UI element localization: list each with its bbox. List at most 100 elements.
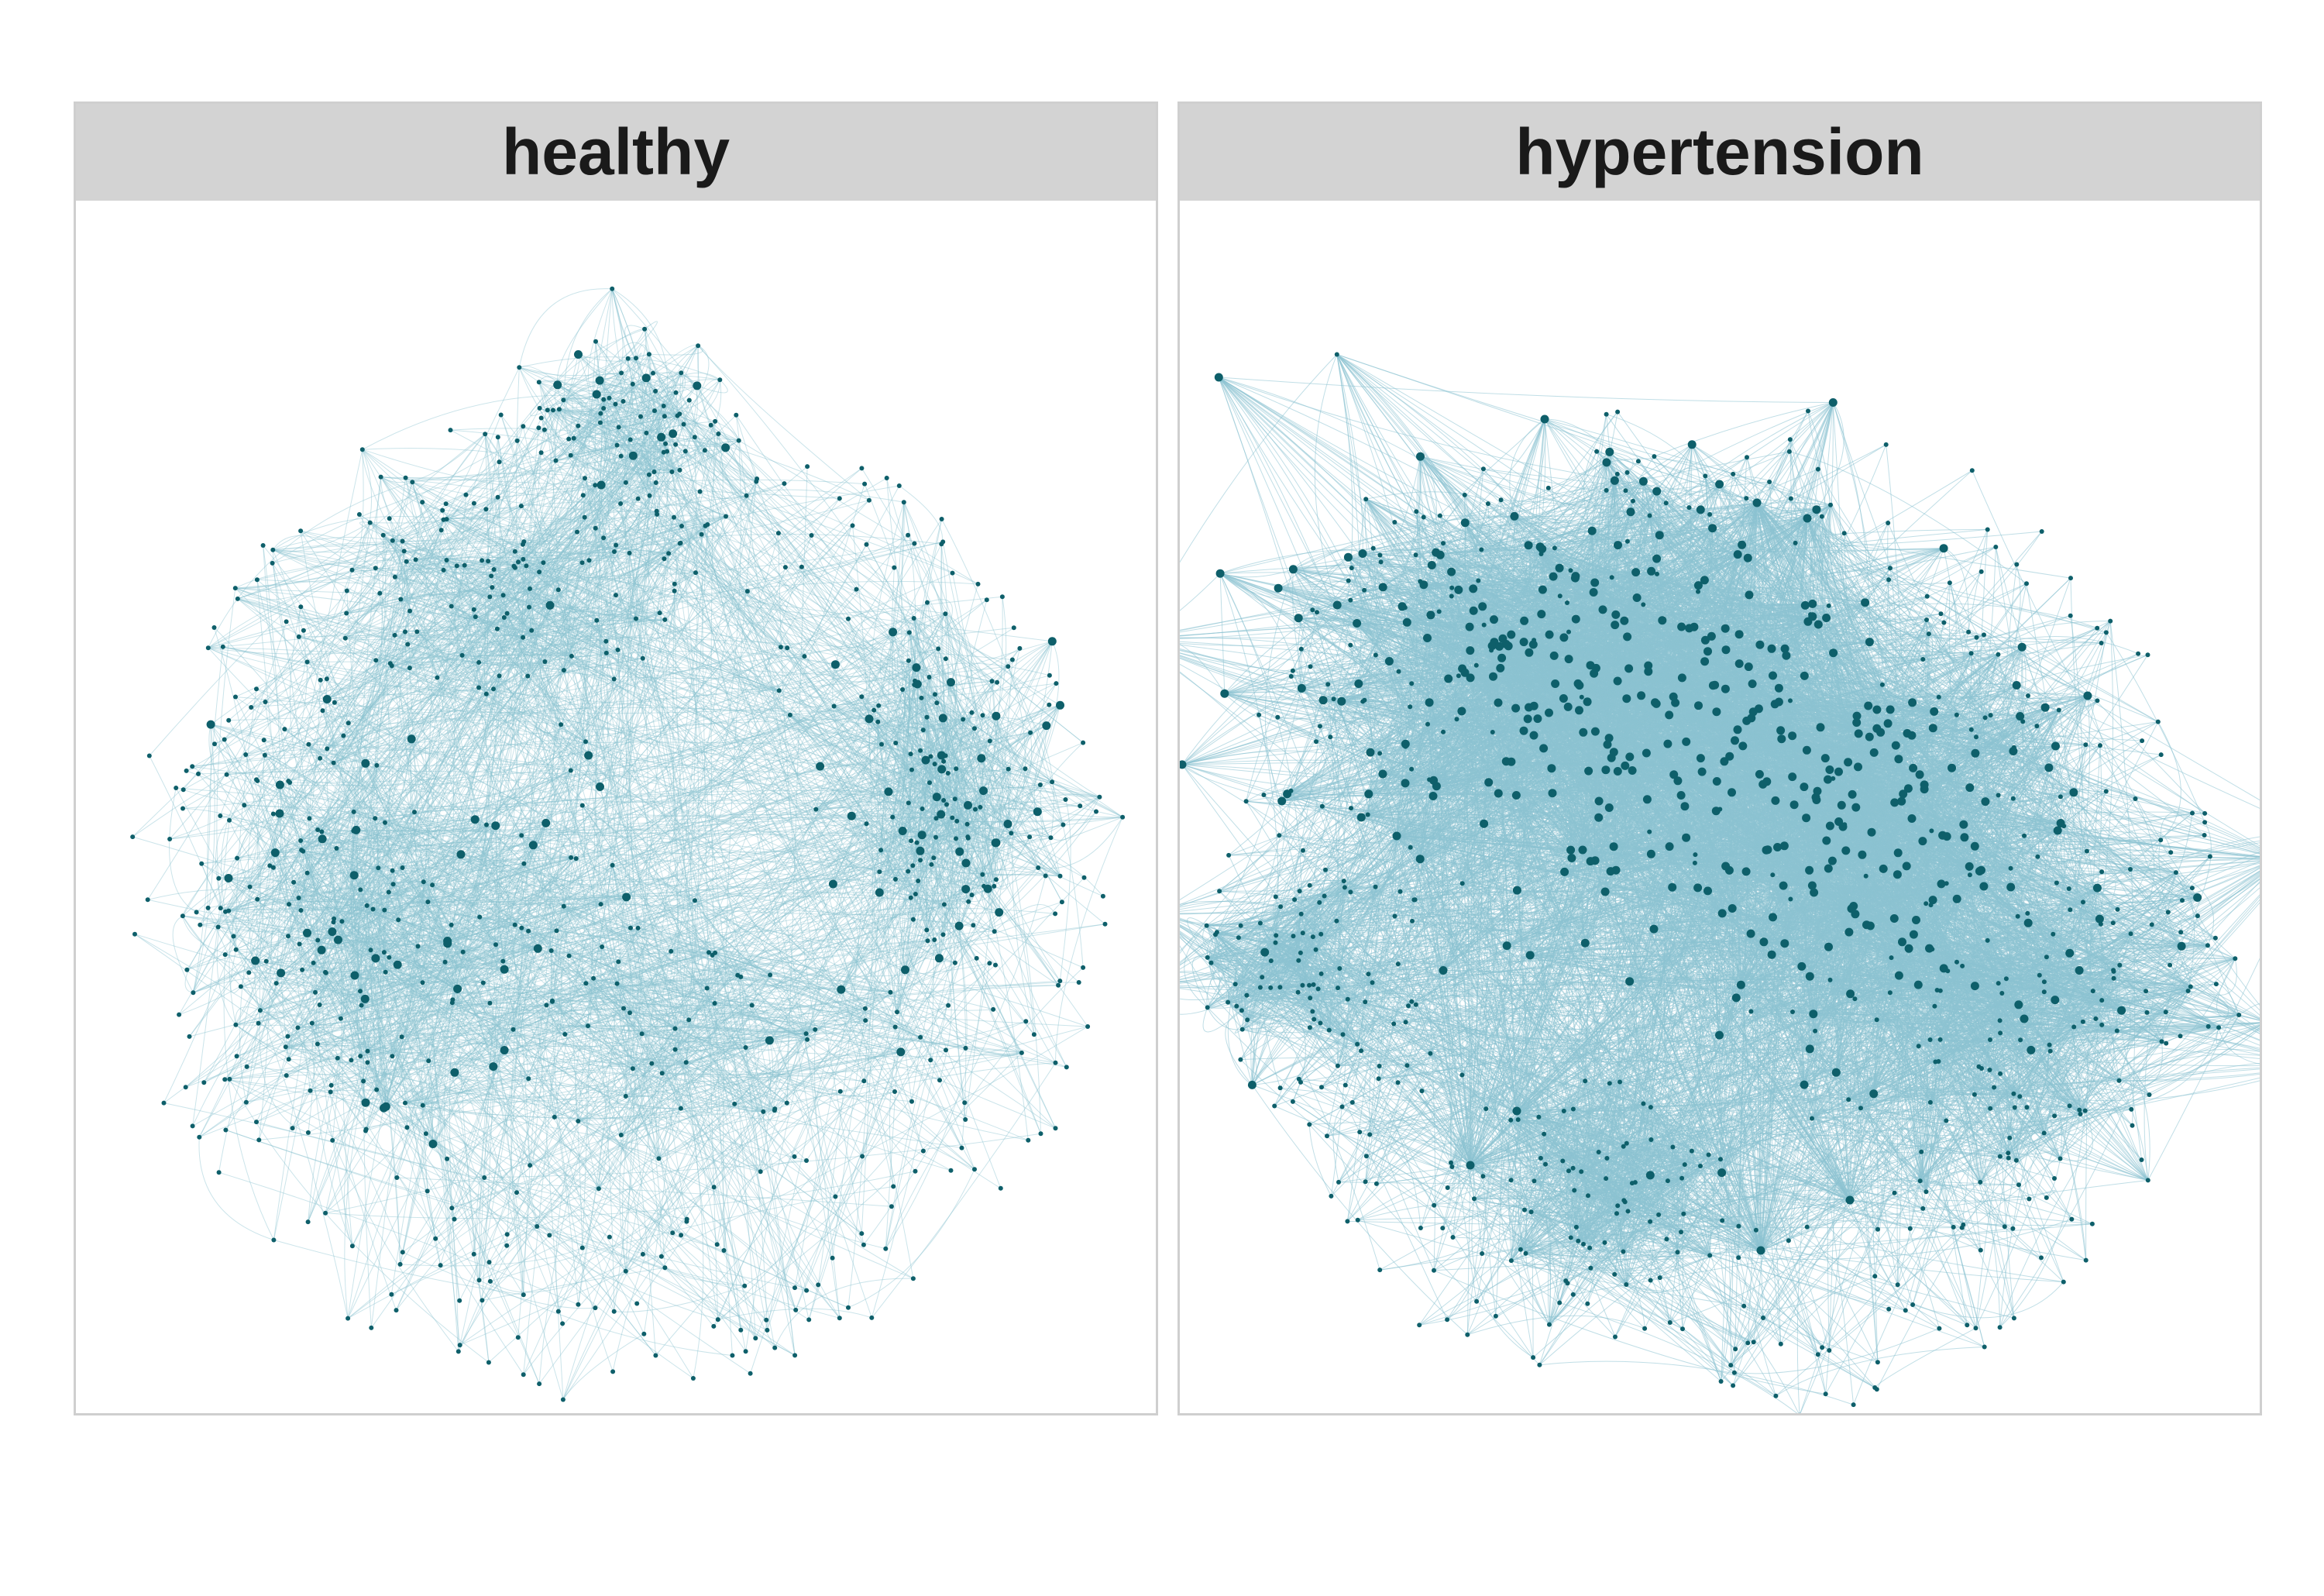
edge (346, 611, 480, 663)
node (640, 1251, 645, 1257)
edge (270, 813, 301, 911)
edge (229, 851, 304, 912)
edge (929, 676, 1038, 812)
edge (620, 447, 726, 504)
node (394, 1308, 399, 1313)
edge (816, 727, 975, 810)
node (603, 638, 609, 644)
edge (456, 551, 615, 566)
edge (383, 882, 425, 1109)
edge (325, 972, 458, 989)
edge (504, 858, 577, 1051)
edge (354, 975, 529, 1079)
node (491, 686, 496, 692)
edge (302, 851, 353, 1247)
node (371, 954, 380, 963)
node (933, 816, 939, 821)
edge (415, 559, 490, 597)
edge (200, 892, 880, 926)
edge (545, 652, 607, 663)
edge (816, 803, 909, 822)
edge (333, 848, 372, 951)
edge (347, 1037, 921, 1319)
edge (497, 497, 586, 742)
node (480, 1298, 485, 1303)
edge (625, 1020, 866, 1097)
edge (198, 1137, 274, 1240)
edge (326, 455, 634, 700)
node (486, 1260, 492, 1265)
edge (392, 824, 487, 1057)
edge (493, 456, 634, 690)
edge (350, 972, 387, 1061)
edge (789, 714, 923, 810)
edge (353, 829, 968, 838)
edge (987, 811, 1043, 889)
node (975, 581, 981, 586)
edge (452, 871, 880, 1000)
node (560, 1397, 566, 1402)
edge (392, 870, 627, 906)
edge (484, 434, 756, 1339)
edge (411, 482, 600, 787)
edge (555, 405, 665, 464)
edge (294, 882, 601, 905)
node (954, 818, 960, 824)
edge (600, 392, 676, 486)
node (663, 441, 669, 446)
edge (324, 952, 376, 973)
node (554, 928, 559, 934)
edge (376, 659, 438, 679)
edge (380, 443, 666, 481)
edge (600, 354, 651, 486)
edge (816, 790, 981, 810)
edge (925, 759, 1100, 798)
edge (379, 870, 394, 1109)
edge (401, 511, 657, 600)
edge (393, 883, 497, 945)
node (407, 734, 416, 744)
edge (922, 602, 975, 729)
edge (208, 790, 984, 909)
edge (537, 427, 620, 949)
edge (868, 718, 996, 844)
node (174, 786, 179, 790)
edge (595, 341, 916, 895)
edge (892, 617, 920, 817)
edge (925, 715, 997, 930)
node (593, 339, 598, 344)
node (699, 531, 704, 537)
edge (521, 505, 615, 556)
edge (237, 598, 564, 671)
node (593, 1305, 598, 1311)
edge (383, 937, 505, 970)
node (1033, 807, 1042, 817)
edge (552, 390, 656, 413)
edge (354, 837, 1051, 976)
node (711, 1323, 717, 1329)
edge (406, 561, 586, 742)
node (954, 766, 959, 772)
node (238, 984, 243, 989)
edge (354, 452, 665, 976)
node (716, 432, 721, 436)
edge (373, 452, 665, 910)
node (1056, 700, 1064, 710)
edge (517, 440, 631, 928)
edge (600, 372, 682, 423)
edge (222, 646, 1100, 798)
edge (507, 613, 562, 725)
edge (346, 567, 372, 614)
node (235, 855, 240, 861)
edge (921, 697, 957, 821)
node (721, 443, 731, 452)
node (792, 1353, 798, 1358)
edge (487, 560, 665, 622)
edge (394, 576, 528, 676)
edge (902, 769, 921, 831)
edge (394, 576, 497, 945)
edge (563, 384, 665, 417)
edge (596, 620, 796, 1311)
node (764, 1317, 769, 1323)
node (569, 855, 574, 860)
